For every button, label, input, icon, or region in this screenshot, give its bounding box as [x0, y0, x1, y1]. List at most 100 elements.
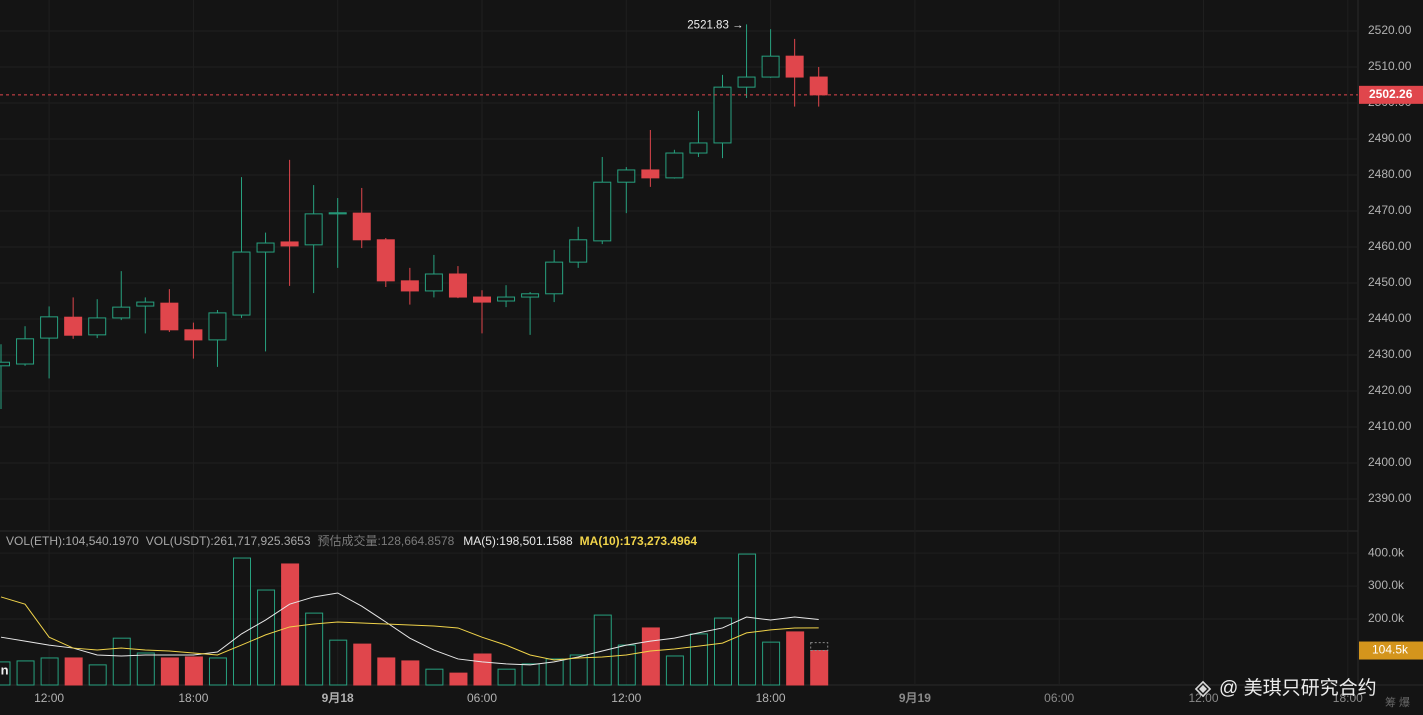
candle-body: [448, 273, 467, 298]
labels: 2390.00 2400.00 2410.00 2420.00 2430.00 2440.…: [6, 19, 1423, 705]
candle-body: [424, 273, 443, 292]
volume-bar: [233, 557, 251, 686]
candle-body: [376, 239, 395, 282]
volume-bar: [257, 589, 276, 686]
volume-bar: [329, 639, 348, 686]
candle-body: [617, 169, 636, 183]
candle-body: [593, 181, 612, 242]
candle-body: [665, 152, 684, 179]
volume-bar: [353, 643, 372, 686]
candle-body: [232, 251, 251, 316]
candle-body: [328, 212, 347, 215]
volume-bar: [281, 563, 300, 686]
current-price-label: 2502.26: [1369, 87, 1413, 101]
indicator-label: VOL(ETH):104,540.1970: [6, 534, 139, 548]
candle-body: [304, 213, 323, 246]
current-price-tag: [1359, 85, 1423, 104]
edge-label: in: [0, 662, 9, 677]
x-tick-label: 12:00: [1188, 691, 1218, 705]
volume-bar: [64, 657, 83, 686]
ma-line: [0, 592, 819, 666]
x-tick-label: 12:00: [34, 691, 64, 705]
volume-bar: [425, 668, 444, 686]
y-tick-label: 2470.00: [1368, 203, 1412, 217]
x-tick-label: 18:00: [178, 691, 208, 705]
volume-tick-label: 300.0k: [1368, 578, 1405, 592]
volume-bar: [593, 614, 612, 686]
marks: [0, 24, 1358, 686]
x-tick-label: 9月19: [899, 691, 931, 705]
volume-bar: [184, 656, 203, 686]
y-tick-label: 2450.00: [1368, 275, 1412, 289]
volume-bar: [569, 654, 588, 686]
candle-body: [809, 76, 828, 96]
volume-bar: [401, 660, 420, 686]
ma-line: [0, 596, 819, 661]
candle-body: [641, 169, 660, 179]
volume-bar: [449, 672, 468, 686]
indicator-label: MA(5):198,501.1588: [463, 534, 573, 548]
volume-bar: [641, 627, 660, 686]
candle-body: [160, 302, 179, 331]
y-tick-label: 2390.00: [1368, 491, 1412, 505]
volume-bar: [665, 655, 684, 686]
volume-tick-label: 400.0k: [1368, 545, 1405, 559]
volume-bar: [112, 637, 131, 686]
candle-body: [64, 316, 83, 336]
y-tick-label: 2490.00: [1368, 131, 1412, 145]
indicator-label: VOL(USDT):261,717,925.3653: [146, 534, 311, 548]
volume-bar: [305, 612, 324, 686]
volume-bar: [208, 657, 227, 686]
predicted-volume: [810, 642, 829, 652]
candle-body: [713, 86, 732, 144]
volume-bar: [545, 658, 564, 686]
volume-bar: [377, 657, 396, 686]
y-tick-label: 2460.00: [1368, 239, 1412, 253]
y-tick-label: 2420.00: [1368, 383, 1412, 397]
y-tick-label: 2510.00: [1368, 59, 1412, 73]
candle-body: [0, 361, 10, 367]
candle-body: [689, 142, 708, 154]
volume-bar: [88, 664, 107, 686]
candle-body: [256, 242, 275, 253]
candle-body: [40, 316, 59, 339]
volume-bar: [689, 633, 708, 686]
volume-tag: [1359, 641, 1423, 660]
watermark: @ 美琪只研究合约: [1194, 677, 1377, 699]
volume-value-label: 104.5k: [1372, 643, 1409, 657]
x-tick-label: 18:00: [1333, 691, 1363, 705]
x-tick-label: 12:00: [611, 691, 641, 705]
x-tick-label: 06:00: [1044, 691, 1074, 705]
x-tick-label: 18:00: [756, 691, 786, 705]
x-tick-label: 9月18: [322, 691, 354, 705]
candle-body: [16, 338, 35, 365]
volume-bar: [136, 652, 155, 686]
volume-bar: [762, 641, 781, 686]
indicator-label: 预估成交量:128,664.8578: [318, 533, 455, 548]
candle-body: [545, 261, 564, 295]
candle-body: [785, 55, 804, 78]
indicator-label: MA(10):173,273.4964: [580, 534, 698, 548]
candle-body: [761, 55, 780, 78]
y-tick-label: 2430.00: [1368, 347, 1412, 361]
candle-body: [208, 312, 227, 341]
x-tick-label: 06:00: [467, 691, 497, 705]
y-tick-label: 2410.00: [1368, 419, 1412, 433]
candle-body: [88, 317, 107, 336]
candle-body: [352, 212, 371, 241]
candle-body: [473, 296, 491, 303]
volume-bar: [786, 631, 805, 686]
y-tick-label: 2400.00: [1368, 455, 1412, 469]
candle-body: [521, 293, 540, 298]
candle-body: [280, 241, 299, 247]
y-tick-label: 2480.00: [1368, 167, 1412, 181]
volume-tick-label: 200.0k: [1368, 611, 1405, 625]
volume-bar: [40, 657, 59, 686]
candle-body: [112, 306, 131, 319]
volume-bar: [521, 663, 540, 686]
volume-bar: [160, 657, 179, 686]
candle-body: [569, 239, 588, 263]
volume-bar: [714, 617, 732, 686]
